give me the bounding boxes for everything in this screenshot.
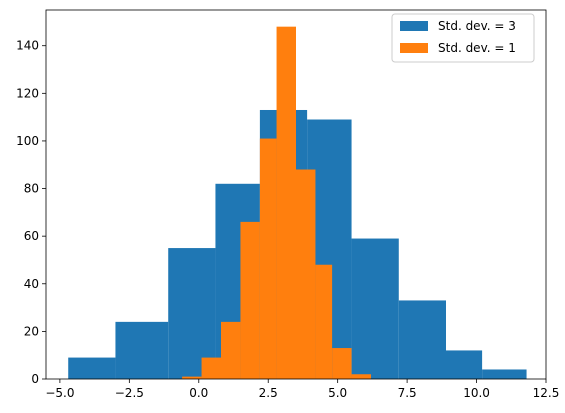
bar-std-dev-1-1	[201, 357, 221, 379]
x-tick-label: −5.0	[45, 386, 74, 400]
x-tick-label: 7.5	[398, 386, 417, 400]
bar-std-dev-1-5	[276, 26, 296, 379]
bar-std-dev-1-9	[351, 374, 371, 379]
y-tick-label: 120	[16, 86, 39, 100]
bar-std-dev-1-4	[259, 138, 277, 379]
bar-std-dev-1-0	[182, 376, 202, 379]
y-tick-label: 20	[24, 324, 39, 338]
bar-std-dev-3-9	[482, 369, 527, 379]
bar-std-dev-3-6	[351, 238, 399, 379]
bar-std-dev-1-3	[240, 221, 260, 379]
y-axis: 0 20 40 60 80 100 120 140	[16, 39, 46, 386]
bar-std-dev-3-1	[115, 321, 169, 379]
legend-swatch-std-dev-3	[400, 21, 428, 31]
x-tick-label: 5.0	[328, 386, 347, 400]
bar-std-dev-3-2	[168, 248, 216, 379]
bar-std-dev-3-8	[446, 350, 483, 379]
y-tick-label: 140	[16, 39, 39, 53]
x-tick-label: 12.5	[533, 386, 560, 400]
legend-swatch-std-dev-1	[400, 43, 428, 53]
bar-std-dev-3-0	[68, 357, 116, 379]
x-axis: −5.0 −2.5 0.0 2.5 5.0 7.5 10.0 12.5	[45, 379, 559, 400]
x-tick-label: 2.5	[259, 386, 278, 400]
y-tick-label: 60	[24, 229, 39, 243]
y-tick-label: 0	[31, 372, 39, 386]
bar-std-dev-1-7	[315, 264, 333, 379]
bar-std-dev-1-6	[296, 169, 316, 379]
x-tick-label: 10.0	[463, 386, 490, 400]
legend-label-std-dev-1: Std. dev. = 1	[438, 41, 516, 55]
x-tick-label: −2.5	[115, 386, 144, 400]
y-tick-label: 40	[24, 277, 39, 291]
bars-layer	[68, 26, 527, 380]
y-tick-label: 100	[16, 134, 39, 148]
bar-std-dev-1-2	[221, 321, 241, 379]
bar-std-dev-1-8	[332, 348, 352, 379]
legend-label-std-dev-3: Std. dev. = 3	[438, 19, 516, 33]
legend: Std. dev. = 3 Std. dev. = 1	[391, 13, 535, 63]
y-tick-label: 80	[24, 182, 39, 196]
axes-frame	[45, 9, 547, 380]
x-tick-label: 0.0	[189, 386, 208, 400]
bar-std-dev-3-7	[398, 300, 446, 379]
